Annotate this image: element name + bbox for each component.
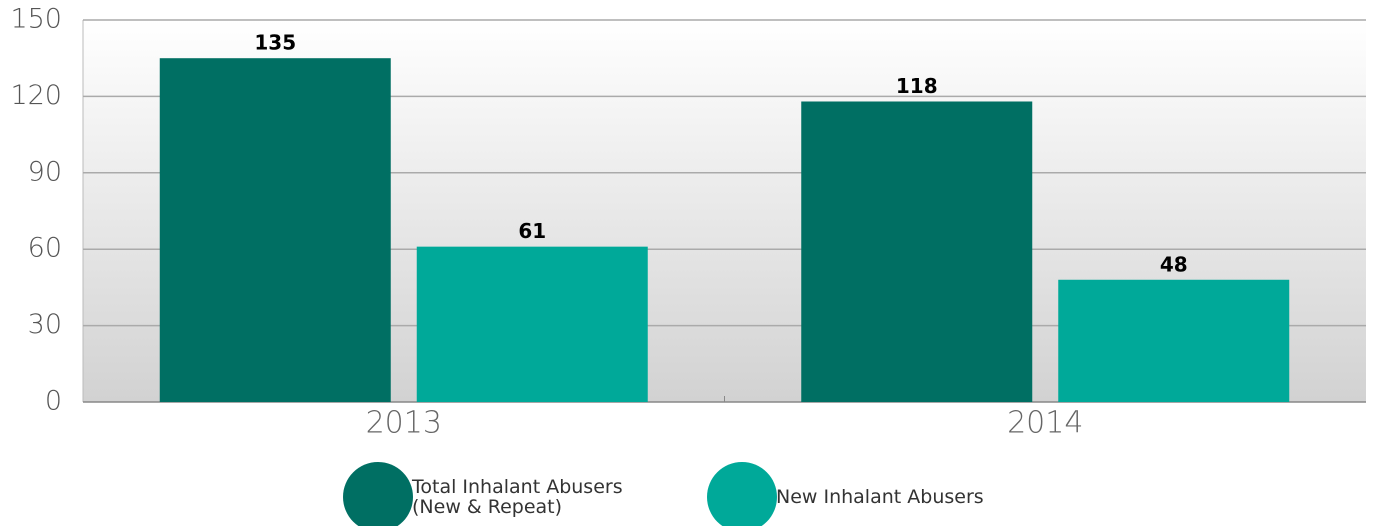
y-tick-label: 60	[28, 233, 62, 264]
bar	[1058, 279, 1290, 402]
x-tick-label: 2013	[366, 406, 442, 441]
value-label: 118	[896, 74, 938, 98]
bar	[416, 246, 648, 402]
y-tick-label: 150	[10, 4, 62, 35]
value-label: 48	[1160, 252, 1188, 276]
legend-swatch	[707, 462, 777, 526]
legend-label: Total Inhalant Abusers (New & Repeat)	[412, 476, 623, 518]
y-tick-label: 0	[45, 386, 62, 417]
value-label: 61	[518, 219, 546, 243]
legend-swatch	[343, 462, 413, 526]
x-tick-label: 2014	[1007, 406, 1083, 441]
y-tick-label: 90	[28, 156, 62, 187]
value-label: 135	[254, 31, 296, 55]
bar	[801, 101, 1033, 402]
y-tick-label: 30	[28, 309, 62, 340]
y-tick-label: 120	[10, 80, 62, 111]
bar	[159, 58, 391, 402]
legend-label: New Inhalant Abusers	[776, 486, 984, 508]
